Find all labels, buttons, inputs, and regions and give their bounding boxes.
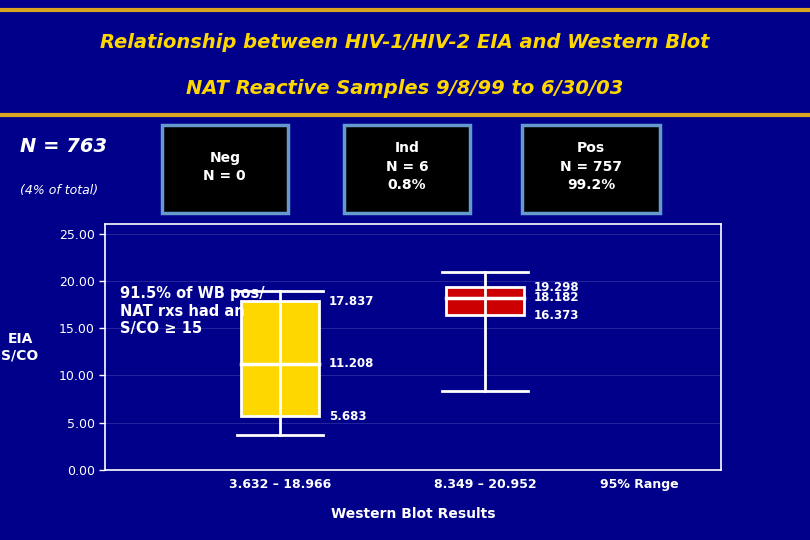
Text: Relationship between HIV-1/HIV-2 EIA and Western Blot: Relationship between HIV-1/HIV-2 EIA and… (100, 33, 710, 52)
Text: 18.182: 18.182 (534, 292, 580, 305)
Text: 11.208: 11.208 (329, 357, 374, 370)
FancyBboxPatch shape (344, 125, 470, 213)
Text: 5.683: 5.683 (329, 410, 366, 423)
FancyBboxPatch shape (522, 125, 660, 213)
Text: (4% of total): (4% of total) (20, 184, 98, 197)
Text: 3.632 – 18.966: 3.632 – 18.966 (228, 478, 330, 491)
Text: Pos
N = 757
99.2%: Pos N = 757 99.2% (561, 141, 622, 192)
Y-axis label: EIA
S/CO: EIA S/CO (2, 332, 39, 362)
Text: 16.373: 16.373 (534, 308, 579, 322)
FancyBboxPatch shape (162, 125, 288, 213)
Text: 19.298: 19.298 (534, 281, 580, 294)
Text: 91.5% of WB pos/
NAT rxs had an
S/CO ≥ 15: 91.5% of WB pos/ NAT rxs had an S/CO ≥ 1… (120, 286, 264, 336)
Bar (241, 301, 318, 416)
Text: NAT Reactive Samples 9/8/99 to 6/30/03: NAT Reactive Samples 9/8/99 to 6/30/03 (186, 79, 624, 98)
Text: 17.837: 17.837 (329, 295, 374, 308)
Text: Ind
N = 6
0.8%: Ind N = 6 0.8% (386, 141, 428, 192)
Text: Western Blot Results: Western Blot Results (330, 507, 496, 521)
Text: 8.349 – 20.952: 8.349 – 20.952 (433, 478, 536, 491)
Text: 95% Range: 95% Range (599, 478, 678, 491)
Text: N = 763: N = 763 (20, 137, 108, 156)
Text: Neg
N = 0: Neg N = 0 (203, 151, 246, 183)
Bar (446, 287, 524, 315)
